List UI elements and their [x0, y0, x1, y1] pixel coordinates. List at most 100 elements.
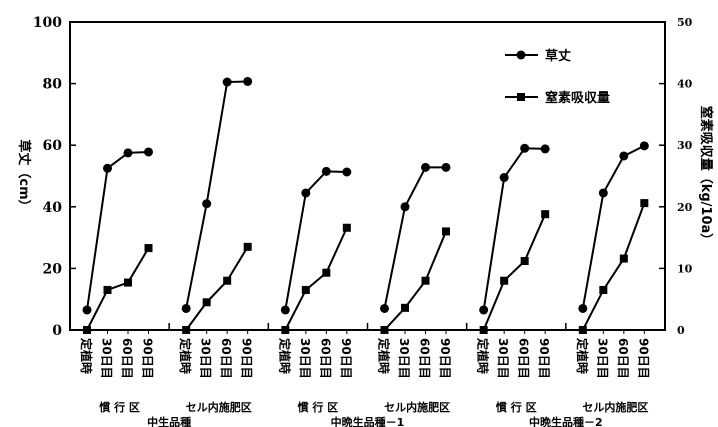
plant-height-point	[578, 303, 588, 313]
x-tick-label: 90日目	[537, 338, 551, 379]
x-tick-label: 60日目	[318, 338, 332, 379]
plant-height-point	[243, 76, 253, 86]
nitrogen-uptake-point	[301, 285, 310, 294]
x-tick-label: 90日目	[240, 338, 254, 379]
x-tick-label: 30日目	[496, 338, 510, 379]
plant-height-point	[280, 305, 290, 315]
x-tick-label: 60日目	[616, 338, 630, 379]
plant-height-point	[619, 151, 629, 161]
nitrogen-uptake-point	[322, 268, 331, 277]
nitrogen-uptake-point	[442, 227, 450, 236]
series-line-2	[482, 213, 547, 331]
legend-marker-circle	[516, 50, 526, 60]
nitrogen-uptake-point	[202, 298, 211, 307]
y-axis-label: 草丈（cm）	[16, 139, 32, 212]
series-line-1	[284, 170, 347, 311]
series-line-1	[581, 144, 645, 309]
series-line-1	[86, 150, 149, 311]
plant-height-point	[144, 147, 153, 157]
nitrogen-uptake-point	[342, 223, 351, 232]
series-line-1	[185, 80, 248, 309]
x-tick-label: 90日目	[438, 338, 452, 379]
x-tick-label: 定植時	[79, 338, 94, 374]
y-tick-label: 80	[43, 77, 63, 93]
x-tick-label: 90日目	[339, 338, 353, 379]
variety-label: 中晩生品種－1	[331, 415, 405, 427]
x-tick-label: 30日目	[100, 338, 114, 379]
x-tick-label: 30日目	[595, 338, 609, 379]
plant-height-point	[380, 303, 389, 313]
nitrogen-uptake-point	[541, 210, 550, 219]
plant-height-point	[222, 77, 232, 87]
group-label: セル内施肥区	[186, 400, 252, 414]
x-tick-label: 30日目	[397, 338, 411, 379]
y2-tick-label: 30	[677, 139, 693, 152]
x-tick-label: 30日目	[199, 338, 213, 379]
x-tick-label: 90日目	[636, 338, 650, 379]
series-line-1	[383, 166, 446, 309]
x-tick-label: 30日目	[298, 338, 312, 379]
nitrogen-uptake-point	[619, 254, 628, 263]
x-tick-label: 定植時	[575, 338, 590, 374]
variety-label: 中生品種	[147, 415, 191, 427]
plant-height-point	[441, 162, 451, 172]
group-label: 慣 行 区	[98, 400, 140, 414]
nitrogen-uptake-point	[223, 276, 232, 285]
y2-tick-label: 0	[677, 324, 685, 337]
variety-label: 中晩生品種－2	[529, 415, 603, 427]
series-line-2	[284, 227, 348, 331]
plant-height-point	[520, 143, 530, 153]
series-line-1	[482, 147, 546, 311]
plant-height-point	[82, 305, 92, 315]
plant-height-point	[342, 167, 352, 177]
nitrogen-uptake-point	[124, 278, 132, 287]
plant-height-point	[301, 188, 311, 198]
legend-marker-square	[517, 93, 525, 101]
group-label: 慣 行 区	[495, 400, 537, 414]
group-label: 慣 行 区	[297, 400, 339, 414]
plant-height-point	[400, 202, 410, 212]
nitrogen-uptake-point	[144, 244, 153, 253]
plant-height-point	[639, 141, 649, 151]
y2-axis-label: 窒素吸収量（kg/10a）	[698, 106, 714, 247]
x-tick-label: 60日目	[219, 338, 233, 379]
y2-tick-label: 40	[677, 78, 693, 91]
series-line-2	[185, 246, 249, 331]
y-tick-label: 20	[43, 261, 63, 277]
plant-height-point	[499, 173, 509, 183]
y2-tick-label: 50	[677, 16, 693, 29]
plant-height-point	[123, 148, 133, 158]
plant-height-point	[598, 188, 608, 198]
series-line-2	[86, 247, 150, 331]
series-line-2	[581, 202, 646, 331]
y-tick-label: 0	[52, 323, 62, 339]
plant-height-point	[321, 166, 331, 176]
nitrogen-uptake-point	[599, 285, 608, 294]
legend: 草丈 窒素吸収量	[505, 48, 610, 106]
nitrogen-uptake-point	[421, 276, 430, 285]
legend-label-1: 草丈	[545, 48, 571, 64]
x-tick-label: 定植時	[377, 338, 392, 374]
x-tick-label: 定植時	[178, 338, 193, 374]
x-tick-label: 90日目	[141, 338, 155, 379]
nitrogen-uptake-point	[401, 303, 409, 312]
series-line-2	[383, 231, 447, 331]
y2-tick-label: 10	[677, 262, 693, 275]
plot-frame	[69, 21, 666, 331]
y-tick-label: 40	[43, 200, 63, 216]
y2-tick-label: 20	[677, 201, 693, 214]
nitrogen-uptake-point	[520, 257, 529, 266]
nitrogen-uptake-point	[500, 276, 509, 285]
plant-height-point	[181, 303, 191, 313]
group-label: セル内施肥区	[582, 400, 648, 414]
nitrogen-uptake-point	[640, 199, 649, 208]
plant-height-point	[421, 162, 430, 172]
nitrogen-uptake-point	[243, 242, 252, 251]
nitrogen-uptake-point	[103, 285, 112, 294]
plant-height-point	[202, 199, 212, 209]
plant-height-point	[479, 305, 489, 315]
x-tick-label: 定植時	[476, 338, 491, 374]
plant-height-point	[103, 163, 112, 173]
x-tick-label: 60日目	[418, 338, 432, 379]
